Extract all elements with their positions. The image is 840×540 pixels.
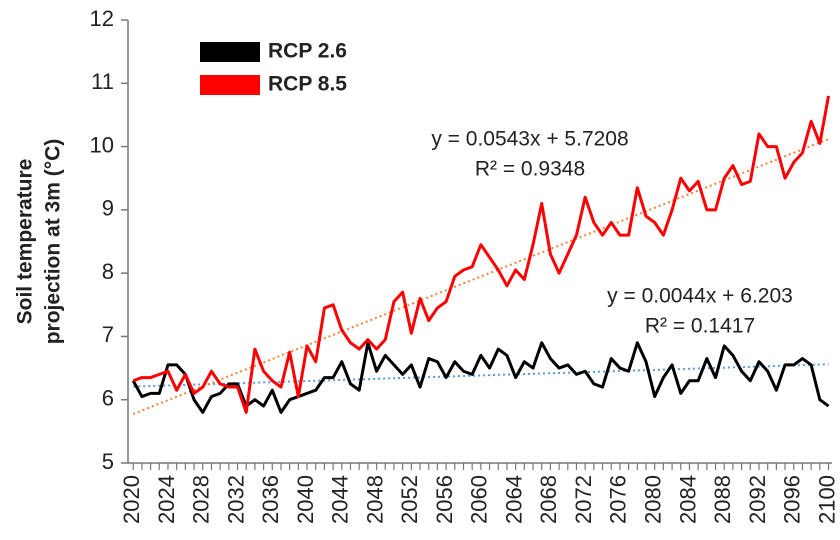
x-tick-label: 2024 bbox=[154, 475, 179, 524]
x-tick-label: 2072 bbox=[571, 475, 596, 524]
y-tick-label: 10 bbox=[90, 132, 114, 157]
y-tick-label: 9 bbox=[102, 196, 114, 221]
x-tick-label: 2088 bbox=[710, 475, 735, 524]
x-tick-label: 2032 bbox=[223, 475, 248, 524]
series-line bbox=[132, 95, 830, 414]
x-tick-label: 2048 bbox=[362, 475, 387, 524]
legend-swatch bbox=[200, 75, 260, 95]
x-tick-label: 2100 bbox=[814, 475, 839, 524]
x-tick-label: 2080 bbox=[641, 475, 666, 524]
x-tick-label: 2068 bbox=[536, 475, 561, 524]
y-tick-label: 8 bbox=[102, 259, 114, 284]
legend-label: RCP 2.6 bbox=[268, 40, 347, 63]
y-tick-label: 11 bbox=[91, 69, 114, 94]
y-axis-label: Soil temperature bbox=[14, 159, 37, 325]
trend-equation: y = 0.0044x + 6.203 bbox=[607, 285, 793, 308]
x-tick-label: 2056 bbox=[432, 475, 457, 524]
y-axis-label: projection at 3m (°C) bbox=[42, 139, 65, 345]
x-tick-label: 2020 bbox=[119, 475, 144, 524]
trend-r2: R² = 0.9348 bbox=[475, 158, 585, 181]
legend-swatch bbox=[200, 42, 260, 62]
y-tick-label: 5 bbox=[102, 449, 114, 474]
y-tick-label: 12 bbox=[90, 6, 114, 31]
y-tick-label: 6 bbox=[102, 386, 114, 411]
x-tick-label: 2060 bbox=[467, 475, 492, 524]
x-tick-label: 2028 bbox=[189, 475, 214, 524]
x-tick-label: 2092 bbox=[745, 475, 770, 524]
x-tick-label: 2036 bbox=[258, 475, 283, 524]
x-tick-label: 2076 bbox=[606, 475, 631, 524]
x-tick-label: 2044 bbox=[328, 475, 353, 524]
y-tick-label: 7 bbox=[102, 322, 114, 347]
x-tick-label: 2052 bbox=[397, 475, 422, 524]
x-tick-label: 2084 bbox=[675, 475, 700, 524]
trend-r2: R² = 0.1417 bbox=[645, 315, 755, 338]
x-tick-label: 2040 bbox=[293, 475, 318, 524]
x-tick-label: 2064 bbox=[501, 475, 526, 524]
x-tick-label: 2096 bbox=[780, 475, 805, 524]
series-line bbox=[131, 341, 830, 414]
legend-label: RCP 8.5 bbox=[268, 73, 347, 96]
trend-equation: y = 0.0543x + 5.7208 bbox=[431, 128, 628, 151]
